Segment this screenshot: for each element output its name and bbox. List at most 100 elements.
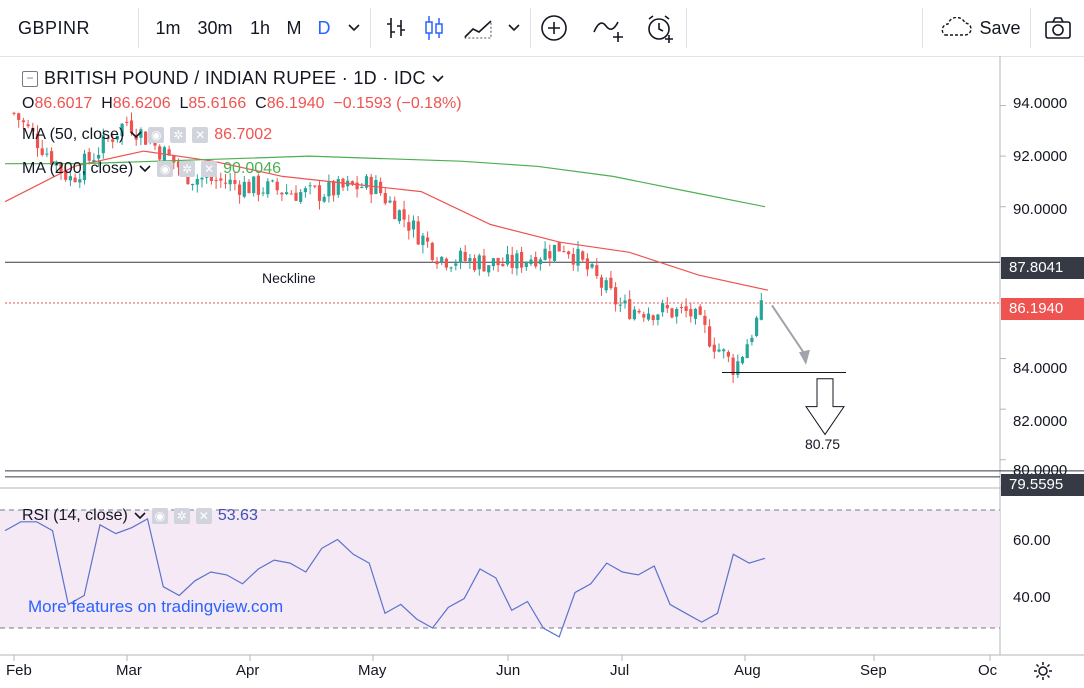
main-legend: − BRITISH POUND / INDIAN RUPEE · 1D · ID… — [22, 68, 444, 89]
ohlc-values: O86.6017 H86.6206 L85.6166 C86.1940 −0.1… — [22, 95, 462, 113]
candle-body — [703, 315, 707, 325]
candle-chart-icon[interactable] — [418, 0, 450, 56]
alert-icon[interactable] — [640, 0, 680, 56]
candle-body — [270, 180, 275, 182]
candle-body — [548, 251, 552, 259]
time-label: Sep — [860, 662, 887, 679]
gear-icon[interactable]: ✲ — [173, 508, 190, 524]
candle-body — [755, 317, 759, 336]
add-indicator-icon[interactable] — [536, 0, 572, 56]
rsi-legend: RSI (14, close) ◉ ✲ ✕ 53.63 — [22, 507, 258, 525]
candle-body — [599, 277, 604, 288]
candle-body — [454, 263, 458, 266]
candle-body — [642, 314, 646, 318]
camera-icon[interactable] — [1036, 0, 1080, 56]
candle-body — [106, 137, 110, 139]
ma50-value: 86.7002 — [214, 126, 273, 143]
candle-body — [745, 344, 749, 359]
candle-body — [759, 300, 763, 320]
candle-body — [115, 135, 119, 140]
chevron-down-icon[interactable] — [432, 74, 444, 83]
bottom-price-tag: 79.5595 — [1001, 474, 1084, 496]
interval-month[interactable]: M — [286, 17, 302, 38]
compare-icon[interactable] — [588, 0, 630, 56]
candle-body — [191, 183, 195, 186]
open-value: 86.6017 — [34, 95, 93, 112]
interval-30m[interactable]: 30m — [197, 17, 233, 38]
candle-body — [731, 357, 735, 375]
candle-body — [317, 185, 322, 201]
candle-body — [388, 200, 392, 203]
candle-body — [256, 175, 260, 195]
time-label: Apr — [236, 662, 260, 679]
candle-body — [430, 242, 434, 260]
toolbar-divider — [370, 8, 371, 48]
eye-icon[interactable]: ◉ — [151, 508, 168, 524]
time-label: Jun — [496, 662, 521, 679]
gear-icon[interactable] — [1030, 656, 1056, 686]
candle-body — [303, 188, 307, 193]
eye-icon[interactable]: ◉ — [157, 161, 174, 177]
candle-body — [172, 155, 176, 163]
chevron-down-icon[interactable] — [502, 0, 526, 56]
candle-body — [538, 259, 542, 265]
save-button[interactable]: Save — [934, 0, 1024, 56]
candle-body — [468, 258, 472, 262]
toolbar-divider — [138, 8, 139, 48]
toolbar: GBPINR 1m 30m 1h M D Save — [0, 0, 1084, 57]
ma50-line — [4, 150, 769, 291]
gear-icon[interactable]: ✲ — [170, 127, 187, 143]
close-icon[interactable]: ✕ — [201, 161, 218, 177]
bar-chart-icon[interactable] — [380, 0, 412, 56]
chevron-down-icon[interactable] — [130, 131, 142, 139]
candle-body — [670, 308, 674, 318]
candle-body — [698, 306, 702, 315]
rsi-tick: 60.00 — [1013, 532, 1051, 549]
candle-body — [651, 315, 655, 321]
collapse-icon[interactable]: − — [22, 70, 38, 87]
candle-body — [299, 192, 303, 202]
price-chart[interactable] — [0, 56, 1084, 688]
candle-body — [458, 250, 463, 263]
candle-body — [223, 182, 228, 184]
price-tick: 90.0000 — [1013, 201, 1068, 218]
candle-body — [571, 253, 575, 265]
gear-icon[interactable]: ✲ — [179, 161, 196, 177]
candle-body — [92, 159, 96, 163]
eye-icon[interactable]: ◉ — [148, 127, 165, 143]
candle-body — [327, 181, 331, 197]
candle-body — [543, 248, 547, 260]
candle-body — [501, 264, 505, 266]
candle-body — [740, 356, 745, 364]
candle-body — [289, 193, 293, 195]
ma50-legend: MA (50, close) ◉ ✲ ✕ 86.7002 — [22, 126, 272, 144]
toolbar-divider — [922, 8, 923, 48]
candle-body — [411, 220, 416, 230]
candle-body — [684, 306, 688, 312]
candle-body — [78, 179, 82, 183]
interval-1h[interactable]: 1h — [249, 17, 271, 38]
candle-body — [336, 179, 340, 195]
candle-body — [576, 248, 580, 266]
candle-body — [689, 309, 693, 317]
candle-body — [708, 326, 712, 347]
candle-body — [614, 287, 618, 305]
symbol-search[interactable]: GBPINR — [17, 17, 90, 38]
close-label: C — [255, 95, 267, 112]
candle-body — [623, 300, 627, 304]
candle-body — [214, 179, 218, 181]
price-tick: 80.0000 — [1013, 462, 1068, 474]
candle-body — [153, 142, 157, 146]
chevron-down-icon[interactable] — [139, 165, 151, 173]
chevron-down-icon[interactable] — [134, 512, 146, 520]
candle-body — [637, 310, 641, 313]
candle-body — [679, 307, 683, 309]
promo-link[interactable]: More features on tradingview.com — [28, 597, 284, 616]
area-chart-icon[interactable] — [458, 0, 498, 56]
interval-day[interactable]: D — [317, 17, 331, 38]
close-icon[interactable]: ✕ — [195, 508, 212, 524]
candle-body — [275, 181, 279, 191]
chevron-down-icon[interactable] — [342, 0, 366, 56]
interval-1m[interactable]: 1m — [155, 17, 181, 38]
close-icon[interactable]: ✕ — [192, 127, 209, 143]
